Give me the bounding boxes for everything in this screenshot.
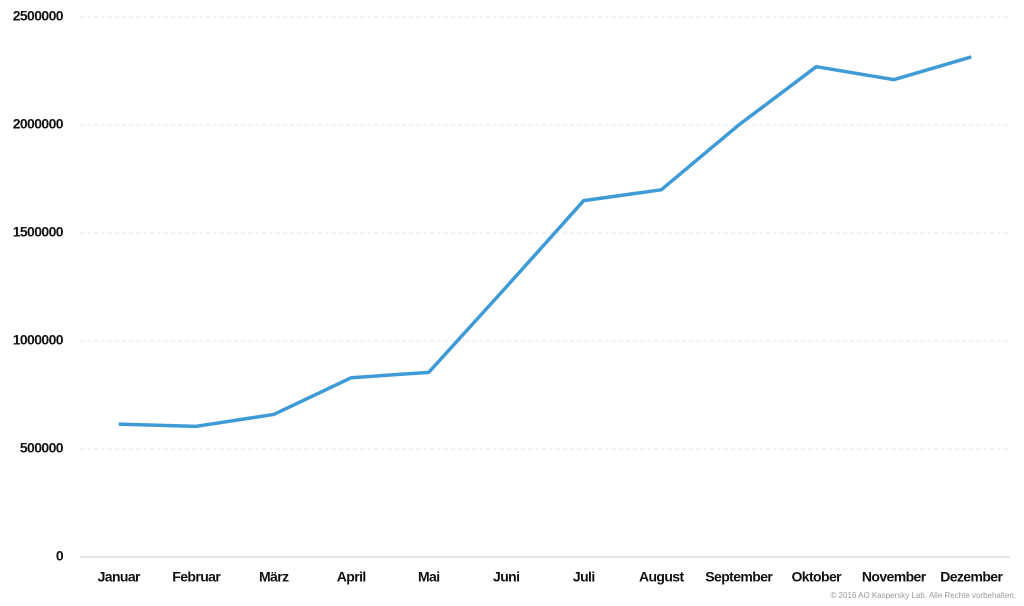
x-tick-label: Mai xyxy=(418,569,440,585)
x-tick-label: Juli xyxy=(573,569,595,585)
x-tick-label: Dezember xyxy=(940,569,1003,585)
y-tick-label: 2500000 xyxy=(13,8,64,24)
x-tick-label: Februar xyxy=(172,569,221,585)
y-tick-label: 500000 xyxy=(20,440,64,456)
x-tick-label: Januar xyxy=(98,569,141,585)
x-tick-label: November xyxy=(862,569,927,585)
x-tick-label: Oktober xyxy=(792,569,843,585)
copyright: © 2016 AO Kaspersky Lab. Alle Rechte vor… xyxy=(830,591,1016,600)
x-tick-label: August xyxy=(639,569,685,585)
y-tick-label: 1500000 xyxy=(13,224,64,240)
x-tick-label: September xyxy=(705,569,773,585)
x-tick-label: April xyxy=(337,569,366,585)
data-line xyxy=(118,55,972,429)
y-tick-label: 1000000 xyxy=(13,332,64,348)
y-tick-label: 2000000 xyxy=(13,116,64,132)
x-tick-label: Juni xyxy=(493,569,519,585)
y-tick-label: 0 xyxy=(56,548,64,564)
x-tick-label: März xyxy=(259,569,289,585)
